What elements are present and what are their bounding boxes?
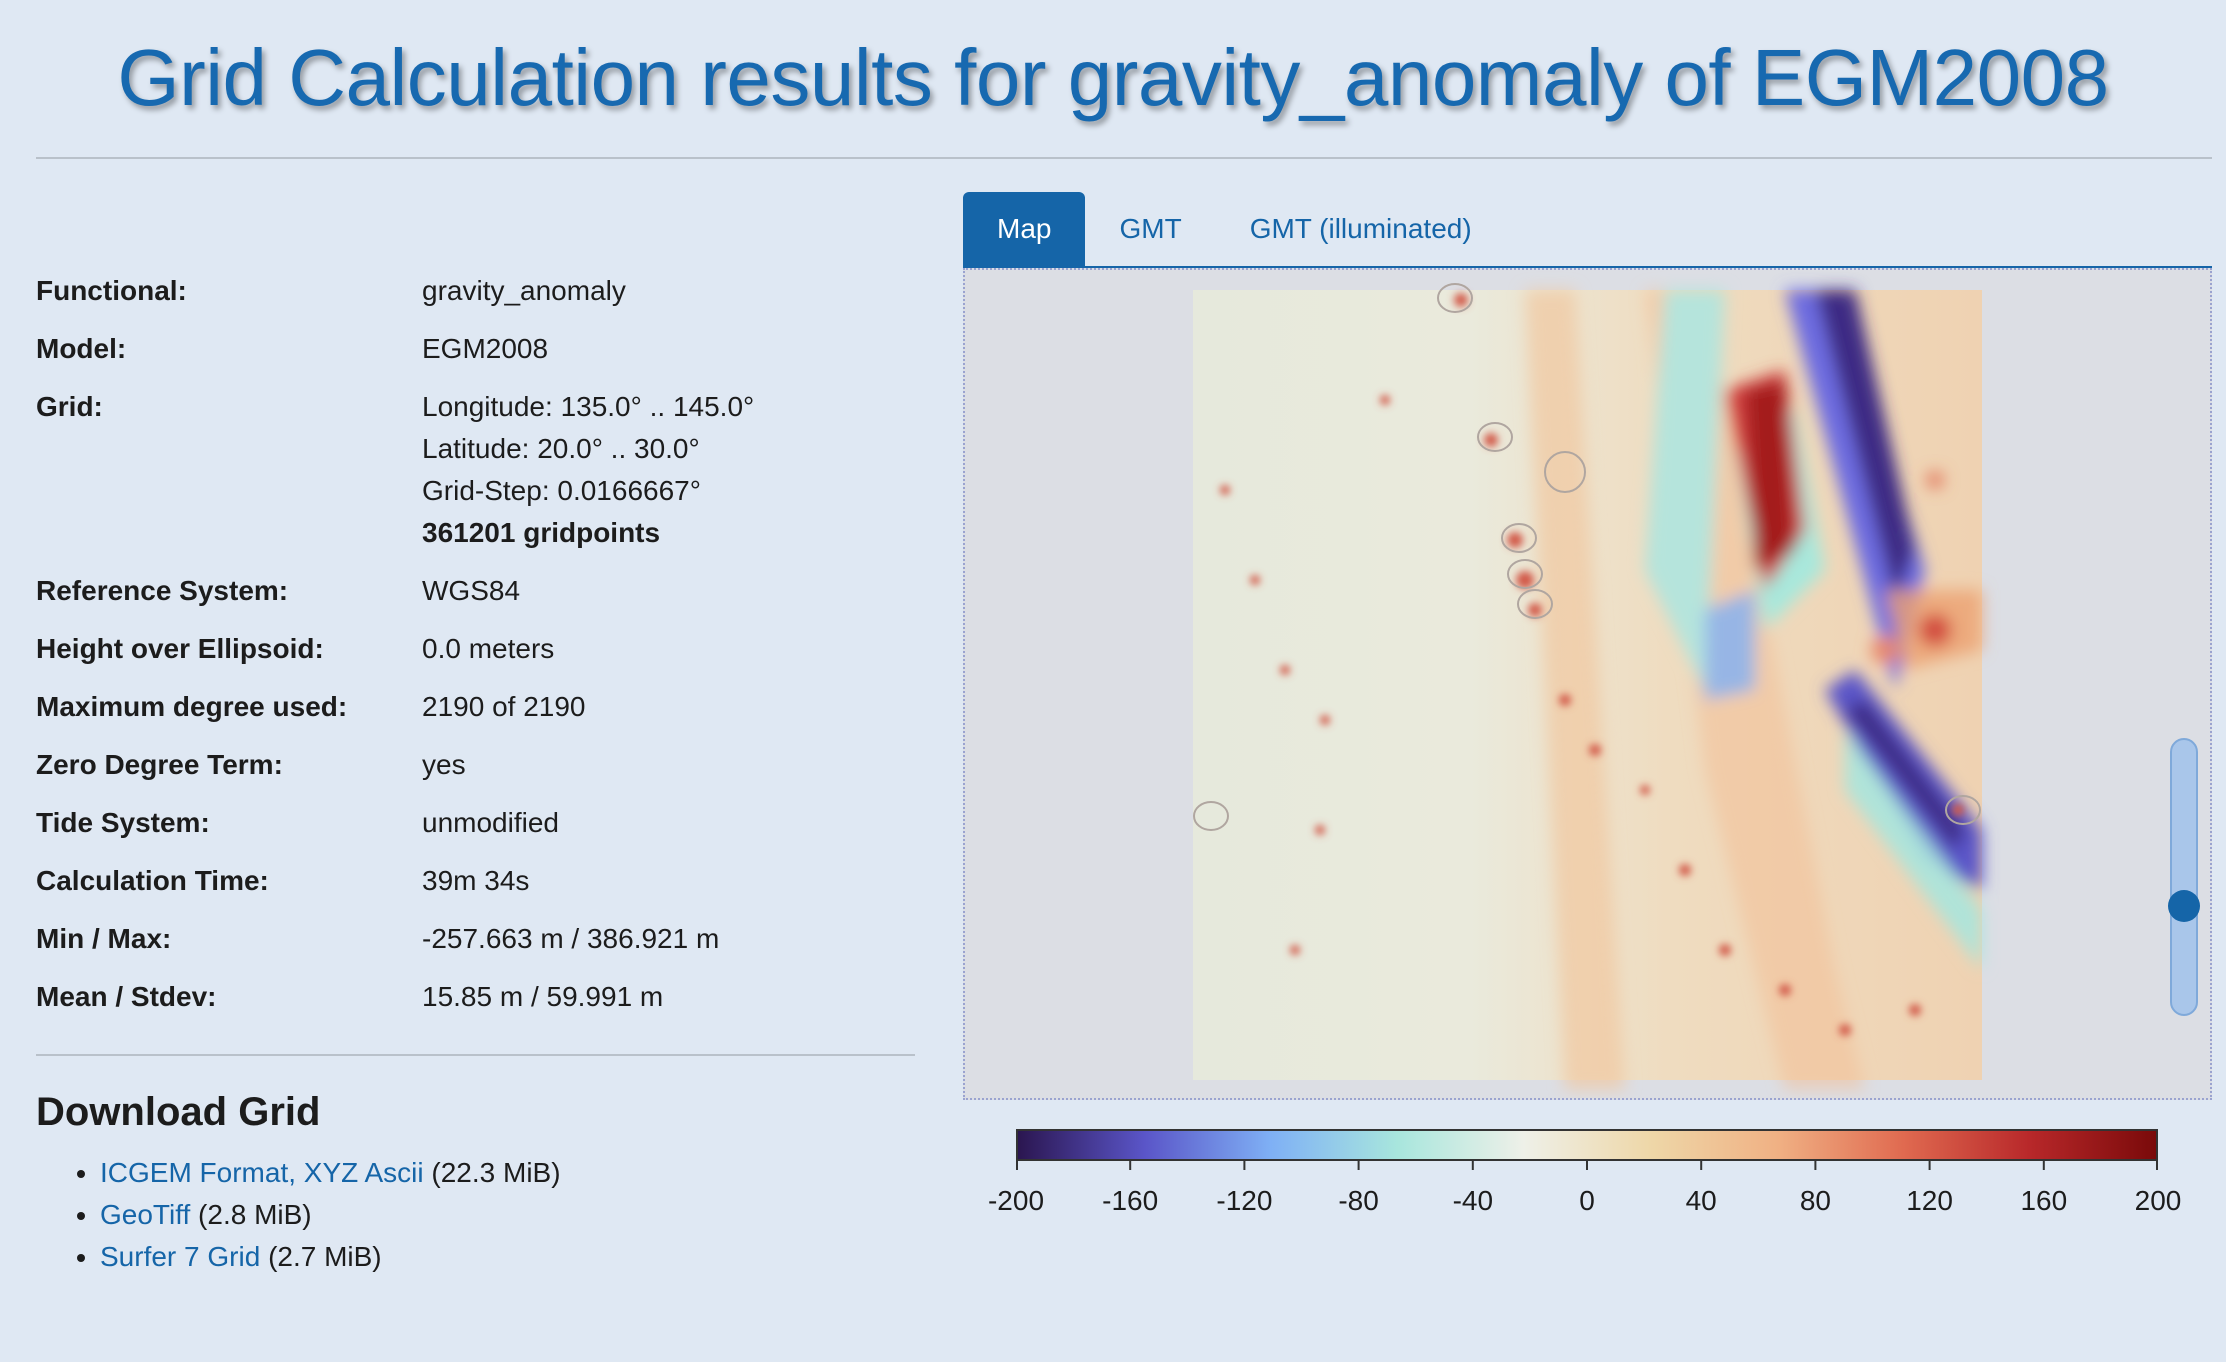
info-label: Min / Max: bbox=[36, 923, 172, 954]
info-value: 2190 of 2190 bbox=[422, 686, 916, 728]
info-value-line: yes bbox=[422, 749, 466, 780]
info-value: 39m 34s bbox=[422, 860, 916, 902]
info-label: Tide System: bbox=[36, 807, 210, 838]
colorbar-tick-marks bbox=[1016, 1160, 2158, 1170]
info-value-line: -257.663 m / 386.921 m bbox=[422, 923, 720, 954]
info-value-line: 2190 of 2190 bbox=[422, 691, 586, 722]
info-label: Model: bbox=[36, 333, 127, 364]
colorbar-tick-label: -160 bbox=[1102, 1185, 1159, 1216]
download-link-icgem[interactable]: ICGEM Format, XYZ Ascii bbox=[100, 1157, 424, 1188]
download-item: GeoTiff (2.8 MiB) bbox=[100, 1194, 561, 1236]
colorbar-tick-label: -40 bbox=[1452, 1185, 1494, 1216]
colorbar bbox=[1016, 1129, 2158, 1161]
info-label: Calculation Time: bbox=[36, 865, 269, 896]
info-value: 0.0 meters bbox=[422, 628, 916, 670]
info-row: Calculation Time: 39m 34s bbox=[36, 860, 916, 902]
colorbar-tick-label: 80 bbox=[1799, 1185, 1831, 1216]
info-value-line: Longitude: 135.0° .. 145.0° bbox=[422, 391, 755, 422]
info-value: -257.663 m / 386.921 m bbox=[422, 918, 916, 960]
gridpoints-count: 361201 gridpoints bbox=[422, 517, 661, 548]
info-value-line: 0.0 meters bbox=[422, 633, 555, 664]
colorbar-tick-label: -120 bbox=[1216, 1185, 1273, 1216]
download-size: (22.3 MiB) bbox=[431, 1157, 561, 1188]
info-label: Maximum degree used: bbox=[36, 691, 348, 722]
info-value-line: 15.85 m / 59.991 m bbox=[422, 981, 664, 1012]
info-label: Mean / Stdev: bbox=[36, 981, 217, 1012]
info-row: Functional: gravity_anomaly bbox=[36, 270, 916, 312]
colorbar-tick-label: -80 bbox=[1338, 1185, 1379, 1216]
info-label: Zero Degree Term: bbox=[36, 749, 283, 780]
info-label: Grid: bbox=[36, 391, 103, 422]
download-size: (2.7 MiB) bbox=[268, 1241, 382, 1272]
download-heading: Download Grid bbox=[36, 1090, 321, 1134]
opacity-slider[interactable] bbox=[2168, 738, 2200, 1016]
page-title: Grid Calculation results for gravity_ano… bbox=[117, 33, 2109, 122]
info-value-line: unmodified bbox=[422, 807, 559, 838]
colorbar-tick-label: 0 bbox=[1579, 1185, 1595, 1216]
colorbar-tick-label: 40 bbox=[1685, 1185, 1717, 1216]
download-size: (2.8 MiB) bbox=[198, 1199, 312, 1230]
download-list: ICGEM Format, XYZ Ascii (22.3 MiB) GeoTi… bbox=[36, 1152, 561, 1278]
tab-gmt[interactable]: GMT bbox=[1119, 213, 1182, 244]
map-view[interactable] bbox=[963, 268, 2212, 1100]
info-value: EGM2008 bbox=[422, 328, 916, 370]
gravity-anomaly-map bbox=[965, 270, 2210, 1098]
info-label: Functional: bbox=[36, 275, 187, 306]
info-row: Height over Ellipsoid: 0.0 meters bbox=[36, 628, 916, 670]
info-value-line: EGM2008 bbox=[422, 333, 549, 364]
info-value: Longitude: 135.0° .. 145.0° Latitude: 20.… bbox=[422, 386, 916, 554]
download-link-geotiff[interactable]: GeoTiff bbox=[100, 1199, 191, 1230]
info-row: Mean / Stdev: 15.85 m / 59.991 m bbox=[36, 976, 916, 1018]
info-value: yes bbox=[422, 744, 916, 786]
info-value-line: WGS84 bbox=[422, 575, 521, 606]
tab-underline bbox=[963, 266, 2212, 268]
info-row: Maximum degree used: 2190 of 2190 bbox=[36, 686, 916, 728]
info-value-line: gravity_anomaly bbox=[422, 275, 626, 306]
info-value-line: 39m 34s bbox=[422, 865, 530, 896]
colorbar-tick-label: 120 bbox=[1906, 1185, 1953, 1216]
info-row: Zero Degree Term: yes bbox=[36, 744, 916, 786]
info-value-line: Grid-Step: 0.0166667° bbox=[422, 475, 701, 506]
colorbar-tick-label: 200 bbox=[2134, 1185, 2182, 1216]
title-divider bbox=[36, 157, 2212, 159]
info-label: Height over Ellipsoid: bbox=[36, 633, 324, 664]
info-row: Model: EGM2008 bbox=[36, 328, 916, 370]
info-row: Tide System: unmodified bbox=[36, 802, 916, 844]
colorbar-tick-label: 160 bbox=[2020, 1185, 2068, 1216]
colorbar-tick-label: -200 bbox=[987, 1185, 1045, 1216]
info-value: unmodified bbox=[422, 802, 916, 844]
info-value: 15.85 m / 59.991 m bbox=[422, 976, 916, 1018]
info-row: Min / Max: -257.663 m / 386.921 m bbox=[36, 918, 916, 960]
download-item: ICGEM Format, XYZ Ascii (22.3 MiB) bbox=[100, 1152, 561, 1194]
info-value: WGS84 bbox=[422, 570, 916, 612]
tab-gmt-illuminated[interactable]: GMT (illuminated) bbox=[1249, 213, 1472, 244]
download-item: Surfer 7 Grid (2.7 MiB) bbox=[100, 1236, 561, 1278]
slider-handle[interactable] bbox=[2168, 890, 2200, 923]
info-row: Reference System: WGS84 bbox=[36, 570, 916, 612]
section-divider bbox=[36, 1054, 915, 1056]
view-tabs: Map GMT GMT (illuminated) bbox=[963, 192, 1506, 266]
download-link-surfer[interactable]: Surfer 7 Grid bbox=[100, 1241, 261, 1272]
info-value: gravity_anomaly bbox=[422, 270, 916, 312]
info-row: Grid: Longitude: 135.0° .. 145.0° Latitude… bbox=[36, 386, 916, 554]
grid-info-table: Functional: gravity_anomaly Model: EGM2008 G… bbox=[36, 270, 916, 1034]
info-value-line: Latitude: 20.0° .. 30.0° bbox=[422, 433, 700, 464]
info-label: Reference System: bbox=[36, 575, 289, 606]
tab-map[interactable]: Map bbox=[963, 192, 1086, 266]
